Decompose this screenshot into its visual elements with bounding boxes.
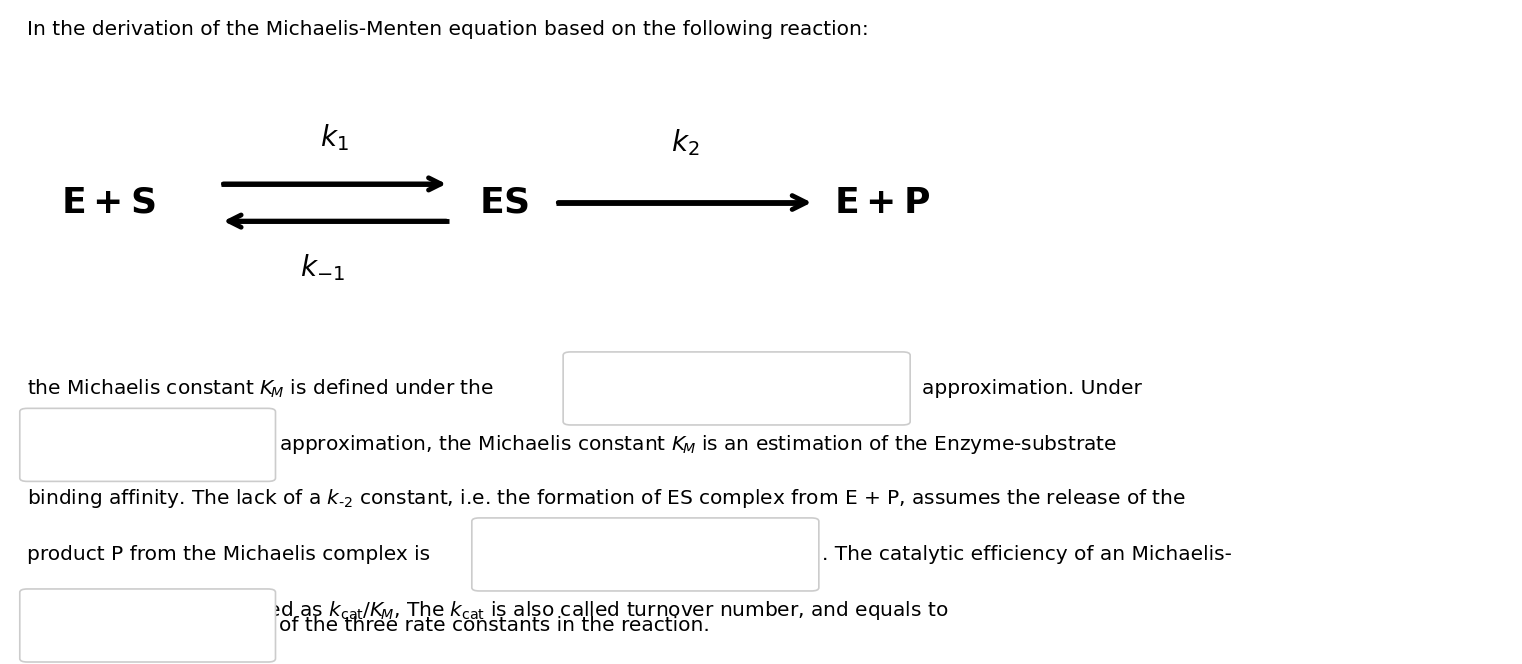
Text: $\mathbf{ES}$: $\mathbf{ES}$ bbox=[479, 185, 530, 220]
Text: the Michaelis constant $K_{\!M}$ is defined under the: the Michaelis constant $K_{\!M}$ is defi… bbox=[27, 377, 495, 400]
Text: approximation, the Michaelis constant $K_{\!M}$ is an estimation of the Enzyme-s: approximation, the Michaelis constant $K… bbox=[279, 434, 1117, 456]
Text: $\mathbf{E+S}$: $\mathbf{E+S}$ bbox=[61, 185, 155, 220]
FancyBboxPatch shape bbox=[20, 589, 275, 662]
Text: $\mathbf{E+P}$: $\mathbf{E+P}$ bbox=[834, 185, 930, 220]
Text: product P from the Michaelis complex is: product P from the Michaelis complex is bbox=[27, 545, 431, 564]
Text: . The catalytic efficiency of an Michaelis-: . The catalytic efficiency of an Michael… bbox=[822, 545, 1231, 564]
FancyBboxPatch shape bbox=[20, 408, 275, 481]
Text: In the derivation of the Michaelis-Menten equation based on the following reacti: In the derivation of the Michaelis-Mente… bbox=[27, 20, 869, 39]
Text: binding affinity. The lack of a $k_{\text{-}2}$ constant, i.e. the formation of : binding affinity. The lack of a $k_{\tex… bbox=[27, 487, 1186, 509]
Text: Menten enzyme is defined as $k_{\mathrm{cat}}$/$K_{\!M}$, The $k_{\mathrm{cat}}$: Menten enzyme is defined as $k_{\mathrm{… bbox=[27, 600, 948, 622]
Text: $\mathit{k_2}$: $\mathit{k_2}$ bbox=[671, 127, 699, 158]
Text: $\mathit{k_{-1}}$: $\mathit{k_{-1}}$ bbox=[300, 252, 345, 283]
Text: of the three rate constants in the reaction.: of the three rate constants in the react… bbox=[279, 616, 709, 635]
FancyBboxPatch shape bbox=[563, 352, 910, 425]
FancyBboxPatch shape bbox=[472, 518, 819, 591]
Text: approximation. Under: approximation. Under bbox=[922, 379, 1142, 398]
Text: $\mathit{k_1}$: $\mathit{k_1}$ bbox=[321, 122, 349, 153]
